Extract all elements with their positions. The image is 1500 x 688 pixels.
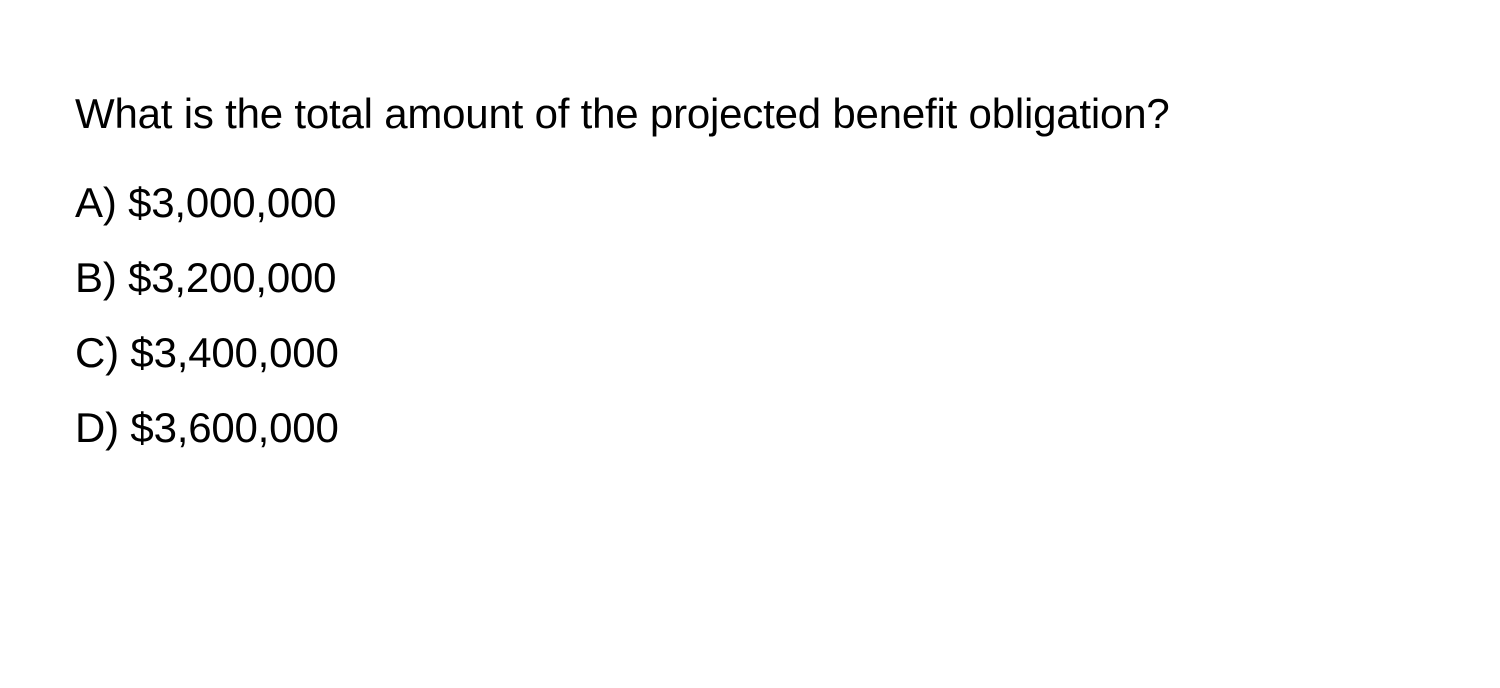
options-list: A) $3,000,000 B) $3,200,000 C) $3,400,00… [75,171,1425,459]
option-b: B) $3,200,000 [75,246,1425,309]
option-value: $3,000,000 [128,179,336,226]
question-text: What is the total amount of the projecte… [75,80,1425,147]
option-label: C) [75,329,119,376]
option-value: $3,400,000 [130,329,338,376]
option-d: D) $3,600,000 [75,396,1425,459]
option-value: $3,200,000 [128,254,336,301]
option-a: A) $3,000,000 [75,171,1425,234]
option-label: B) [75,254,117,301]
option-label: A) [75,179,117,226]
option-c: C) $3,400,000 [75,321,1425,384]
option-value: $3,600,000 [130,404,338,451]
option-label: D) [75,404,119,451]
